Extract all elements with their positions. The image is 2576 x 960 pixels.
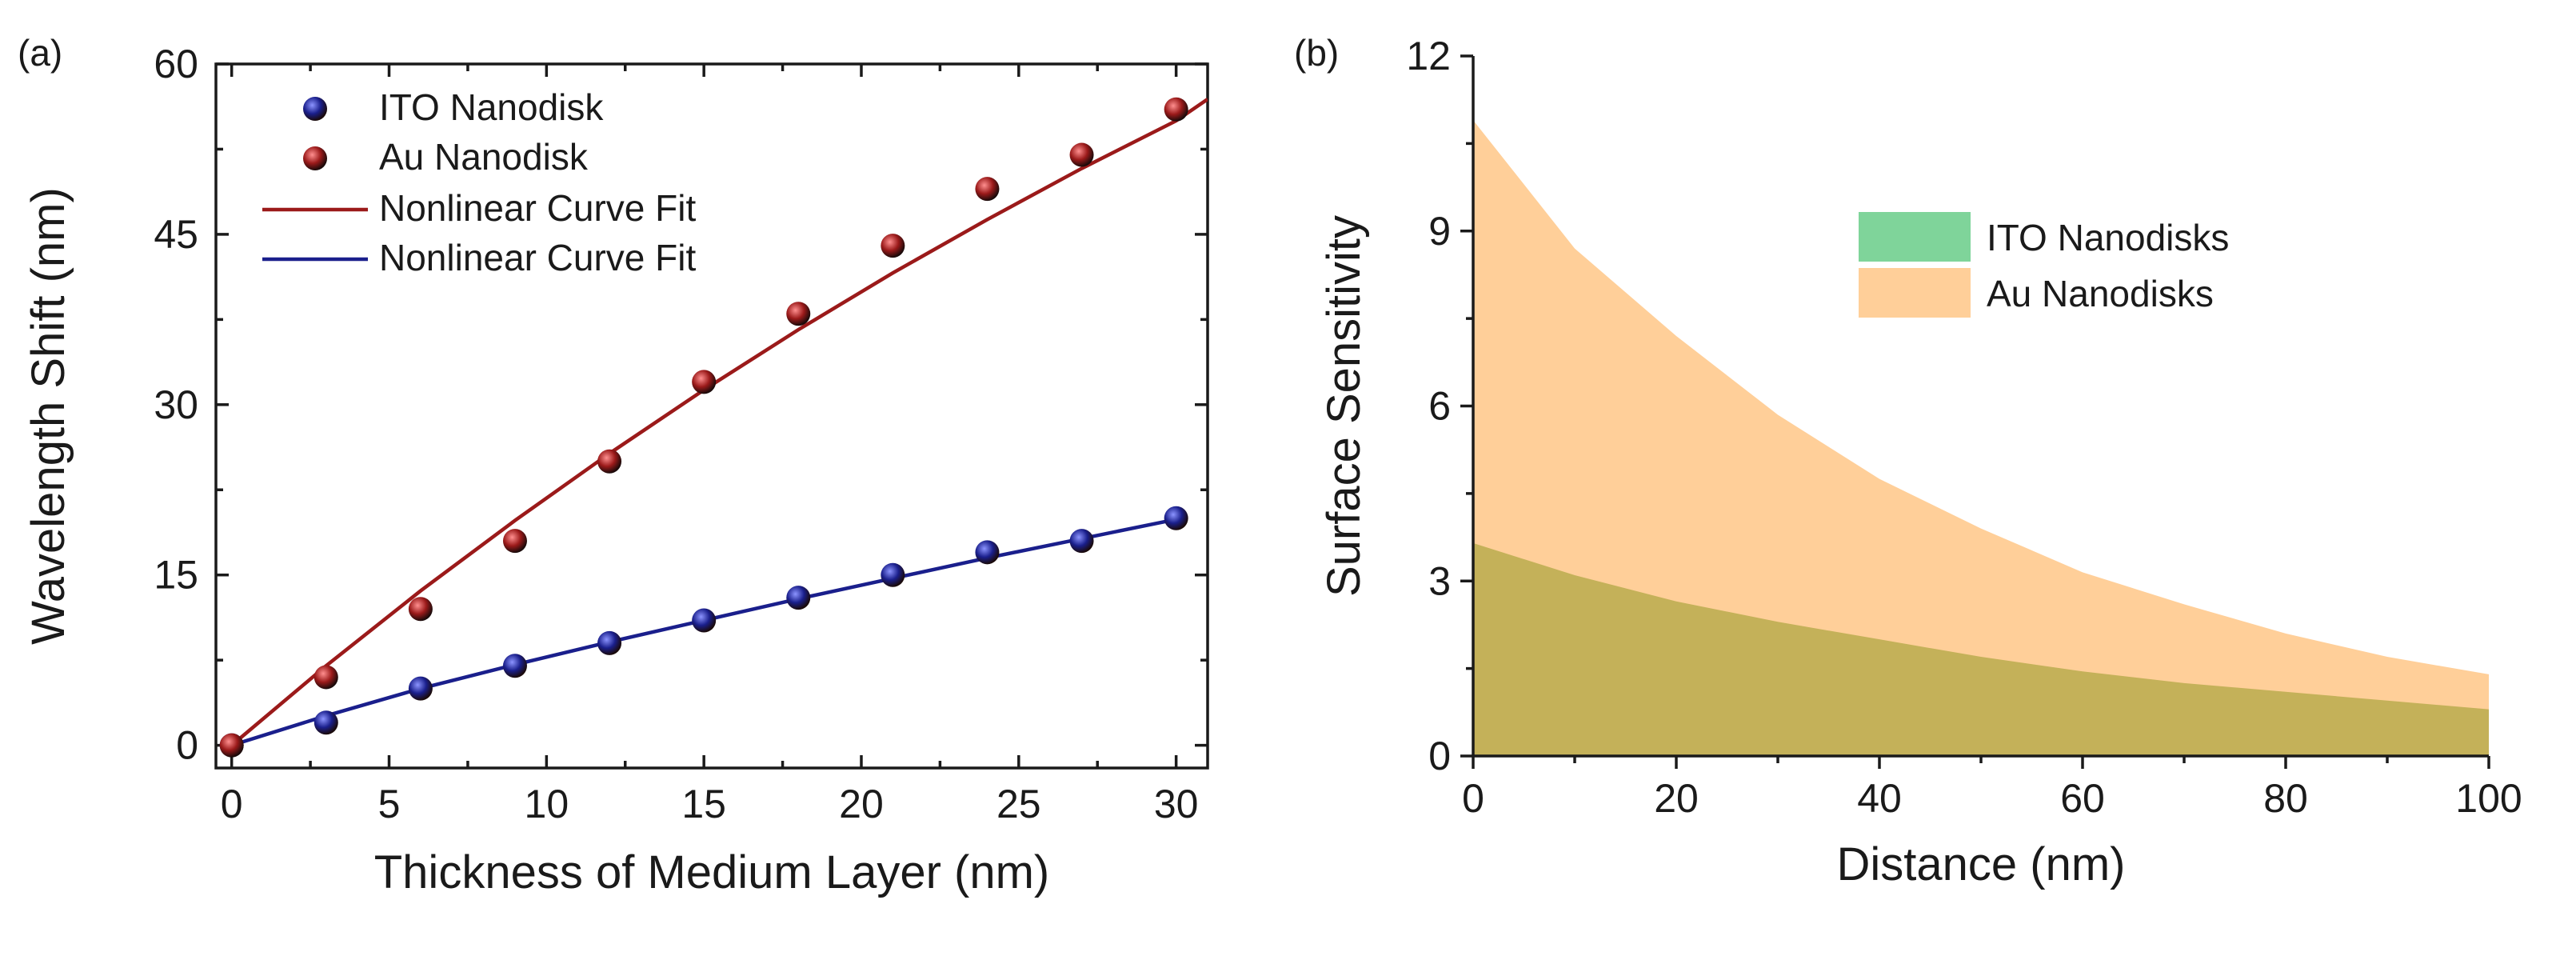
legend-au-fit-label: Nonlinear Curve Fit xyxy=(379,187,696,229)
au-nanodisk-point xyxy=(692,370,717,394)
ito-nanodisk-point xyxy=(502,654,527,678)
panel-b-legend: ITO Nanodisks Au Nanodisks xyxy=(1859,212,2229,318)
legend-au-nanodisk-label: Au Nanodisk xyxy=(379,136,589,178)
au-nanodisk-point xyxy=(881,234,905,258)
panel-a-y-tick-label: 60 xyxy=(154,42,198,86)
au-nanodisk-point xyxy=(975,177,1000,202)
panel-a-x-tick-label: 20 xyxy=(839,782,884,826)
panel-a-x-tick-label: 5 xyxy=(378,782,401,826)
ito-nanodisk-point xyxy=(314,710,338,735)
ito-nanodisk-point xyxy=(692,608,717,633)
au-nanodisk-point xyxy=(1164,97,1188,122)
au-nonlinear-fit-line xyxy=(230,98,1208,747)
panel-a-y-tick-label: 15 xyxy=(154,553,198,598)
panel-a: (a) 0 5 10 15 20 25 30 0 15 30 45 60 Wavelength Shi… xyxy=(18,32,1209,898)
ito-nanodisk-point xyxy=(1069,529,1094,554)
au-nanodisks-area xyxy=(1473,120,2489,757)
panel-b-x-tick-label: 0 xyxy=(1462,776,1484,821)
panel-a-label: (a) xyxy=(18,32,62,74)
au-nanodisk-point xyxy=(314,665,338,690)
panel-a-legend: ITO Nanodisk Au Nanodisk Nonlinear Curve F… xyxy=(262,86,696,278)
legend-ito-nanodisks-label: ITO Nanodisks xyxy=(1987,217,2229,258)
legend-au-nanodisk-marker xyxy=(303,146,327,170)
legend-ito-nanodisk-marker xyxy=(303,97,327,121)
panel-b-y-tick-label: 3 xyxy=(1428,558,1451,603)
panel-b-y-axis-title: Surface Sensitivity xyxy=(1318,215,1370,597)
legend-ito-fit-label: Nonlinear Curve Fit xyxy=(379,237,696,278)
panel-a-x-tick-label: 30 xyxy=(1154,782,1199,826)
panel-a-y-tick-label: 45 xyxy=(154,212,198,257)
au-nanodisk-point xyxy=(1069,142,1094,167)
ito-nanodisk-point xyxy=(597,630,622,655)
panel-b-x-tick-label: 20 xyxy=(1654,776,1699,821)
ito-nanodisk-point xyxy=(975,540,1000,565)
ito-nanodisks-area xyxy=(1473,542,2489,756)
ito-nanodisk-point xyxy=(881,562,905,587)
panel-a-x-axis-title: Thickness of Medium Layer (nm) xyxy=(374,846,1049,898)
panel-a-x-tick-label: 25 xyxy=(996,782,1041,826)
panel-b-x-tick-label: 60 xyxy=(2060,776,2105,821)
au-nanodisk-point xyxy=(502,529,527,554)
panel-b-y-tick-label: 0 xyxy=(1428,734,1451,778)
legend-au-nanodisks-label: Au Nanodisks xyxy=(1987,273,2214,314)
ito-nanodisk-point xyxy=(786,586,811,610)
panel-b-plot-area: 0 20 40 60 80 100 0 3 6 9 12 xyxy=(1406,34,2522,821)
panel-a-y-tick-label: 30 xyxy=(154,382,198,427)
legend-au-nanodisks-swatch xyxy=(1859,268,1971,318)
au-nanodisk-point xyxy=(408,597,433,622)
legend-ito-nanodisk-label: ITO Nanodisk xyxy=(379,86,604,128)
panel-b-x-tick-label: 40 xyxy=(1857,776,1902,821)
au-nanodisk-point xyxy=(786,302,811,326)
panel-a-plot-area: 0 5 10 15 20 25 30 0 15 30 45 60 xyxy=(154,42,1209,826)
ito-nanodisk-point xyxy=(1164,506,1188,530)
panel-b: (b) 0 20 40 60 80 100 0 3 6 9 12 Surface Sensitivi… xyxy=(1294,32,2522,890)
au-nanodisk-point xyxy=(597,449,622,474)
panel-b-x-tick-label: 100 xyxy=(2455,776,2522,821)
panel-a-y-tick-label: 0 xyxy=(176,723,198,768)
au-nanodisk-point xyxy=(219,733,244,758)
panel-a-axes-frame xyxy=(214,62,1209,770)
panel-b-y-tick-label: 6 xyxy=(1428,384,1451,429)
panel-b-x-axis-title: Distance (nm) xyxy=(1837,838,2126,890)
panel-a-x-tick-label: 0 xyxy=(221,782,243,826)
panel-b-label: (b) xyxy=(1294,32,1339,74)
panel-b-y-tick-label: 12 xyxy=(1406,34,1451,78)
panel-a-x-tick-label: 15 xyxy=(681,782,726,826)
panel-b-x-tick-label: 80 xyxy=(2263,776,2308,821)
legend-ito-nanodisks-swatch xyxy=(1859,212,1971,262)
panel-b-y-tick-label: 9 xyxy=(1428,209,1451,254)
ito-nanodisk-point xyxy=(408,676,433,701)
panel-a-x-tick-label: 10 xyxy=(525,782,569,826)
panel-a-y-axis-title: Wavelength Shift (nm) xyxy=(22,187,74,645)
